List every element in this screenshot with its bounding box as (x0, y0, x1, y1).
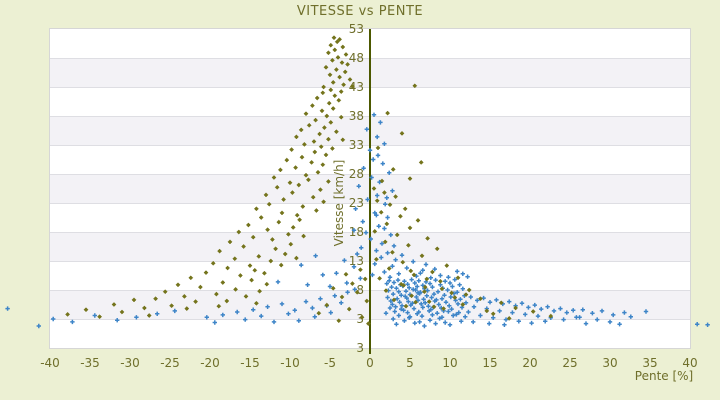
y-tick-label: 3 (356, 312, 364, 326)
x-tick-label: 40 (682, 356, 698, 370)
x-tick-label: -5 (324, 356, 336, 370)
x-tick-label: 0 (366, 356, 374, 370)
y-tick-label: 43 (348, 80, 364, 94)
x-zero-tick (369, 348, 371, 354)
x-tick-label: 25 (562, 356, 578, 370)
chart-title: VITESSE vs PENTE (296, 4, 424, 19)
x-tick-label: 5 (406, 356, 414, 370)
x-tick-label: 30 (602, 356, 618, 370)
x-tick-label: 15 (482, 356, 498, 370)
x-tick-label: -10 (280, 356, 300, 370)
x-axis-title: Pente [%] (634, 369, 694, 383)
x-tick-label: -15 (240, 356, 260, 370)
x-tick-label: -20 (200, 356, 220, 370)
y-tick-label: 53 (348, 22, 364, 36)
x-tick-label: 10 (442, 356, 458, 370)
x-tick-label: -35 (80, 356, 100, 370)
y-tick-label: 48 (348, 51, 364, 65)
x-tick-label: 35 (642, 356, 658, 370)
x-tick-label: -30 (120, 356, 140, 370)
x-tick-label: -25 (160, 356, 180, 370)
y-axis-title: Vitesse [km/h] (332, 159, 346, 247)
y-axis-line (369, 29, 371, 354)
x-tick-label: 20 (522, 356, 538, 370)
x-tick-label: -40 (40, 356, 60, 370)
y-axis-bottom-label: 3 (356, 341, 364, 355)
